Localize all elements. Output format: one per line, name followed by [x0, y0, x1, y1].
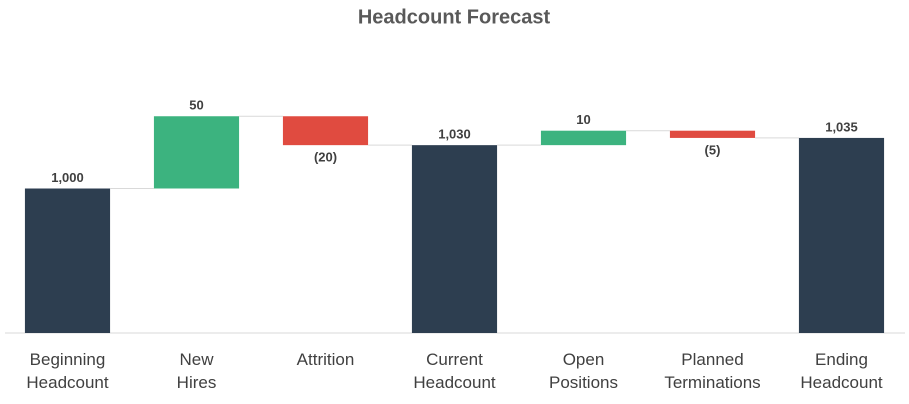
data-label: 1,030: [438, 127, 471, 142]
x-tick-label: New Hires: [176, 350, 217, 392]
x-tick-label: Beginning Headcount: [26, 350, 109, 392]
data-label: 10: [576, 112, 590, 127]
bar: [540, 130, 627, 146]
bar: [669, 130, 756, 138]
data-label: 1,000: [51, 170, 84, 185]
chart-title: Headcount Forecast: [358, 6, 551, 28]
bar: [24, 188, 111, 333]
bar: [798, 137, 885, 333]
x-tick-label: Current Headcount: [413, 350, 496, 392]
data-label: 50: [189, 98, 203, 113]
data-label: 1,035: [825, 119, 858, 134]
bar: [153, 116, 240, 189]
data-label: (5): [705, 142, 721, 157]
x-tick-label: Open Positions: [549, 350, 618, 392]
x-tick-label: Ending Headcount: [800, 350, 883, 392]
x-tick-label: Attrition: [296, 350, 355, 369]
x-tick-label: Planned Terminations: [664, 350, 761, 392]
bar: [282, 116, 369, 146]
data-label: (20): [314, 150, 337, 165]
bar: [411, 145, 498, 333]
